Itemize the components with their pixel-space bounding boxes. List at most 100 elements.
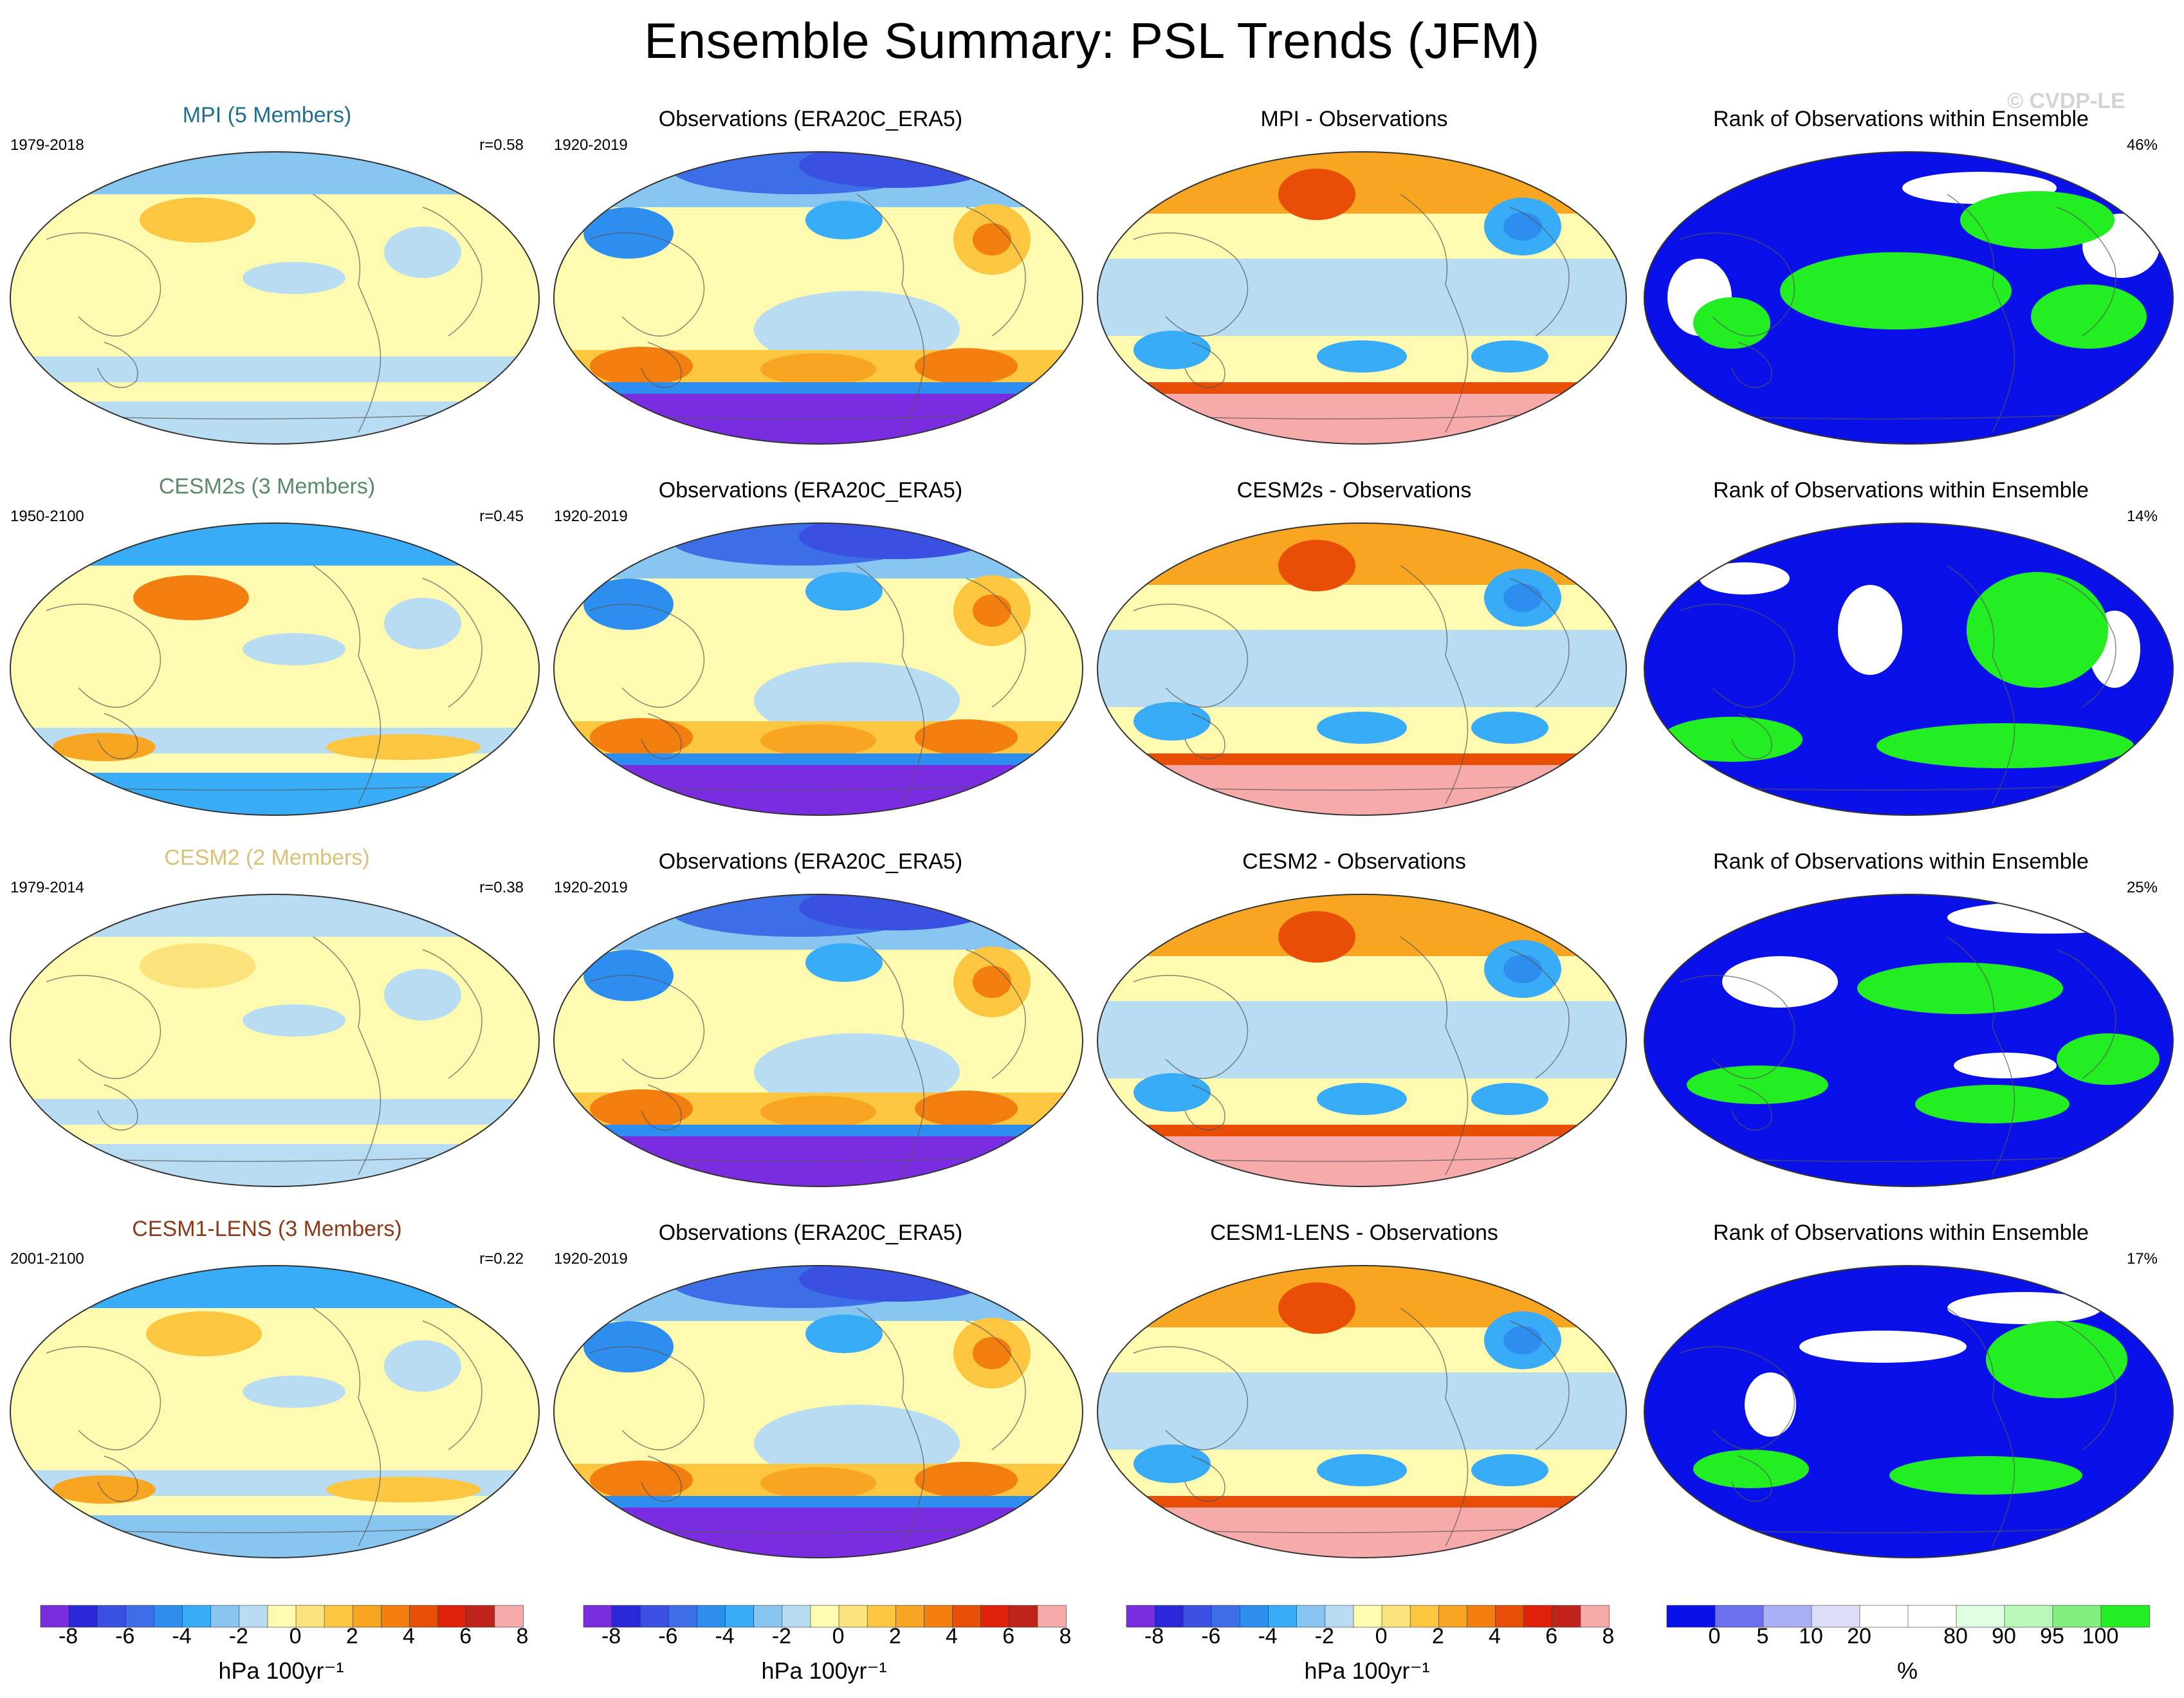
panel-title: Rank of Observations within Ensemble [1713,478,2089,503]
map-field [554,152,1083,444]
colorbar-swatch [295,1605,325,1628]
colorbar [1126,1605,1610,1628]
southern-high-core [590,347,693,385]
rank-green-region [1877,723,2134,768]
southern-band [10,356,539,382]
southern-high [53,733,156,761]
time-period: 1979-2018 [10,136,84,154]
southern-high [326,734,481,760]
arctic-high-core [1278,540,1355,591]
colorbar-swatch [924,1605,953,1628]
colorbar-swatch [352,1605,382,1628]
colorbar-swatch [494,1605,524,1628]
colorbar-swatch [583,1605,612,1628]
coastline-eurasia [46,975,161,1080]
map-projection [553,894,1083,1187]
southern-high [53,1475,156,1504]
colorbar-tick: 2 [888,1624,901,1648]
panel-diff-row4: CESM1-LENS - Observations [1087,1204,1627,1564]
southern-low [1471,712,1548,744]
colorbar-swatch [182,1605,212,1628]
map-border [553,151,1083,445]
colorbar-swatch [1495,1605,1525,1628]
arctic-band [10,1266,539,1308]
panel-title: Observations (ERA20C_ERA5) [658,107,963,131]
atlantic-high-core [973,1337,1011,1369]
colorbar-swatch [668,1605,698,1628]
colorbar-swatch [1580,1605,1610,1628]
coastline-eurasia [46,604,161,708]
southern-high-core [590,1089,693,1128]
coastline-americas [313,194,381,433]
time-period: 1920-2019 [554,879,628,896]
coastline-australia [641,342,682,388]
arctic-band [1097,894,1626,956]
coastline-australia [1184,1455,1225,1502]
panel-rank-row3: Rank of Observations within Ensemble 25% [1634,833,2174,1193]
southern-high-core [915,1462,1018,1498]
pacific-low [805,201,883,239]
coastline-americas [1947,565,2015,804]
coastline-australia [97,1455,138,1502]
colorbar-tick: 90 [1992,1624,2016,1648]
rank-green-region [1780,252,2012,329]
rank-green-region [1915,1085,2069,1123]
arctic-high-core [1278,1282,1355,1334]
colorbar-tick: 4 [946,1624,958,1648]
map-border [553,1265,1083,1558]
map-border [1644,522,2174,816]
panel-title: Observations (ERA20C_ERA5) [658,849,963,874]
colorbar-tick: 8 [516,1624,529,1648]
panel-title: MPI - Observations [1260,107,1448,131]
rank-white-region [1700,562,1790,595]
coastline-americas [1400,194,1469,433]
colorbar-swatch [980,1605,1010,1628]
colorbar-swatch [952,1605,982,1628]
time-period: 1920-2019 [554,136,628,154]
coastline-americas [1947,194,2015,433]
rank-percentage: 25% [2126,879,2158,896]
panel-obs-row2: Observations (ERA20C_ERA5) 1920-2019 [544,461,1083,822]
colorbar-tick: 2 [345,1624,358,1648]
arctic-band [1097,523,1626,585]
coastline-americas [856,194,925,433]
map-projection [553,1265,1083,1558]
pacific-cool [754,1405,960,1482]
coastline-europe-africa [2056,207,2116,337]
rank-green-region [1857,963,2063,1014]
colorbar-swatch [68,1605,98,1628]
panel-rank-row4: Rank of Observations within Ensemble 17% [1634,1204,2174,1564]
atlantic-low-core [1503,212,1542,241]
panel-model-row1: MPI (5 Members) 1979-2018 r=0.58 [0,90,540,450]
coastline-eurasia [1133,1346,1249,1451]
map-border [10,894,540,1187]
map-projection [1097,151,1627,445]
southern-low [1471,1083,1548,1115]
colorbar-tick: 0 [832,1624,845,1648]
map-projection [1097,894,1627,1187]
colorbar-swatch [753,1605,783,1628]
colorbar-swatch [381,1605,410,1628]
map-projection [1644,894,2174,1187]
coastline-europe-africa [966,578,1026,708]
coastline-eurasia [1133,975,1249,1080]
colorbar-swatch [409,1605,439,1628]
coastline-americas [1400,565,1469,804]
map-projection [1097,1265,1627,1558]
colorbar-swatch [154,1605,183,1628]
arctic-high-core [1278,169,1355,220]
coastline-eurasia [1133,232,1249,337]
colorbar-swatch [1666,1605,1716,1628]
colorbar-swatch [1009,1605,1038,1628]
coastline-americas [1400,1307,1469,1547]
southern-high-core [915,348,1018,384]
coastline-eurasia [1680,232,1795,337]
rank-white-region [1745,1372,1796,1437]
coastline-europe-africa [2056,1320,2116,1450]
colorbar-swatch [267,1605,297,1628]
colorbar-swatch [810,1605,840,1628]
pacific-cool [243,1376,345,1408]
rank-green-region [1960,191,2115,249]
coastline-australia [97,713,138,759]
panel-model-row2: CESM2s (3 Members) 1950-2100 r=0.45 [0,461,540,822]
